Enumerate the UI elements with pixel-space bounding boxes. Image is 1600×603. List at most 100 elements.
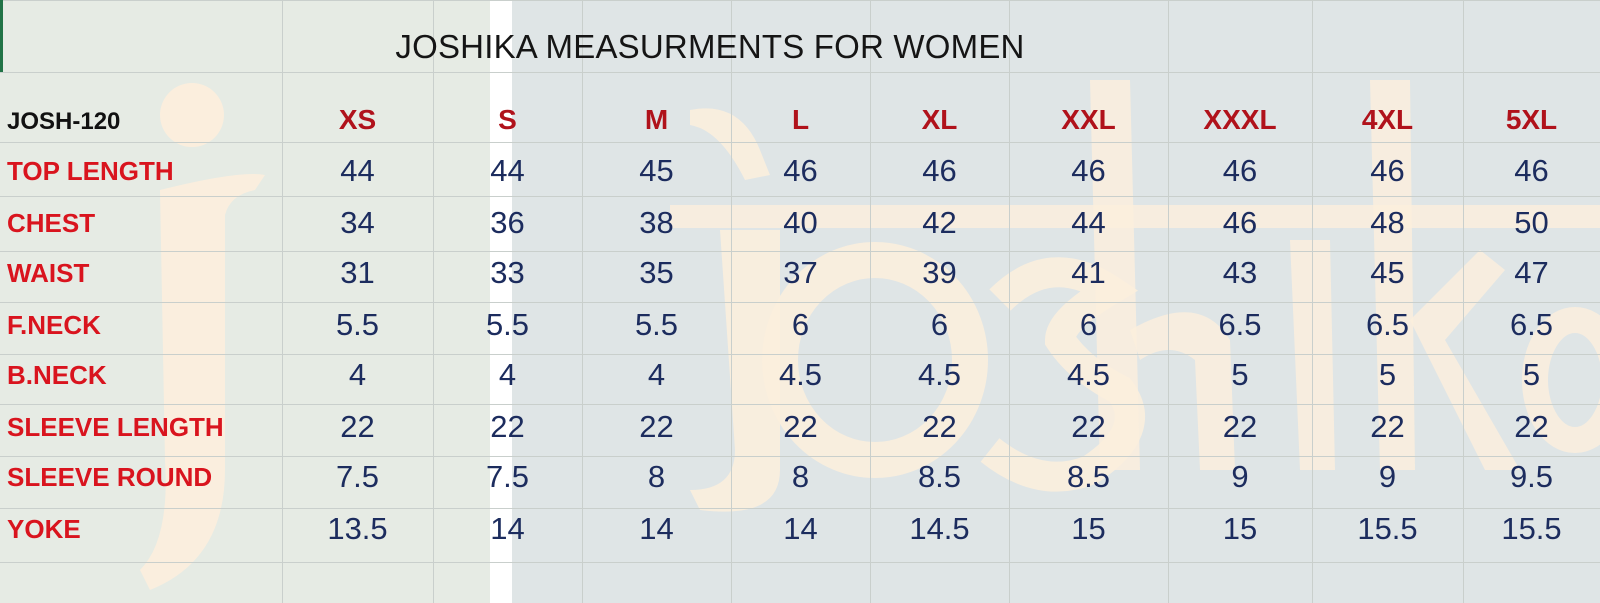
cell-b-neck-xxxl[interactable]: 5: [1231, 357, 1249, 392]
grid-line: [870, 0, 871, 603]
cell-sleeve-length-s[interactable]: 22: [490, 409, 525, 444]
cell-chest-s[interactable]: 36: [490, 205, 525, 240]
row-label-top-length[interactable]: TOP LENGTH: [7, 155, 174, 186]
grid-line: [0, 142, 1600, 143]
cell-chest-xxxl[interactable]: 46: [1222, 205, 1258, 240]
cell-b-neck-4xl[interactable]: 5: [1378, 357, 1397, 392]
cell-top-length-4xl[interactable]: 46: [1370, 153, 1405, 188]
grid-line: [1009, 0, 1010, 603]
cell-top-length-s[interactable]: 44: [490, 153, 525, 188]
cell-sleeve-round-5xl[interactable]: 9.5: [1509, 459, 1554, 494]
cell-top-length-5xl[interactable]: 46: [1514, 153, 1549, 188]
cell-waist-xs[interactable]: 31: [340, 255, 375, 290]
cell-waist-xxxl[interactable]: 43: [1222, 255, 1258, 290]
cell-f-neck-s[interactable]: 5.5: [485, 307, 530, 342]
cell-yoke-xs[interactable]: 13.5: [327, 511, 388, 546]
product-code[interactable]: JOSH-120: [7, 108, 121, 135]
cell-sleeve-length-xxl[interactable]: 22: [1071, 409, 1106, 444]
cell-chest-xxl[interactable]: 44: [1071, 205, 1106, 240]
cell-yoke-l[interactable]: 14: [783, 511, 818, 546]
cell-chest-xs[interactable]: 34: [340, 205, 375, 240]
grid-line: [0, 302, 1600, 303]
cell-sleeve-length-m[interactable]: 22: [639, 409, 674, 444]
cell-chest-5xl[interactable]: 50: [1514, 205, 1549, 240]
size-header-xs[interactable]: XS: [338, 104, 377, 135]
cell-top-length-m[interactable]: 45: [639, 153, 674, 188]
cell-sleeve-round-xl[interactable]: 8.5: [917, 459, 962, 494]
cell-yoke-5xl[interactable]: 15.5: [1501, 511, 1562, 546]
cell-f-neck-l[interactable]: 6: [791, 307, 810, 342]
cell-waist-xl[interactable]: 39: [922, 255, 957, 290]
cell-f-neck-xxl[interactable]: 6: [1079, 307, 1098, 342]
cell-sleeve-round-m[interactable]: 8: [647, 459, 666, 494]
size-header-4xl[interactable]: 4XL: [1361, 104, 1414, 135]
size-header-m[interactable]: M: [644, 104, 669, 135]
cell-yoke-xxxl[interactable]: 15: [1222, 511, 1258, 546]
cell-waist-l[interactable]: 37: [783, 255, 818, 290]
cell-f-neck-xxxl[interactable]: 6.5: [1218, 307, 1262, 342]
size-header-xxxl[interactable]: XXXL: [1203, 104, 1277, 135]
sheet-title: JOSHIKA MEASURMENTS FOR WOMEN: [395, 28, 1025, 65]
cell-b-neck-5xl[interactable]: 5: [1522, 357, 1541, 392]
cell-top-length-l[interactable]: 46: [783, 153, 818, 188]
cell-f-neck-4xl[interactable]: 6.5: [1365, 307, 1410, 342]
cell-sleeve-round-l[interactable]: 8: [791, 459, 810, 494]
cell-waist-4xl[interactable]: 45: [1370, 255, 1405, 290]
cell-sleeve-length-xs[interactable]: 22: [340, 409, 375, 444]
cell-f-neck-m[interactable]: 5.5: [634, 307, 679, 342]
cell-waist-s[interactable]: 33: [490, 255, 525, 290]
cell-chest-m[interactable]: 38: [639, 205, 674, 240]
cell-b-neck-l[interactable]: 4.5: [778, 357, 823, 392]
cell-f-neck-xl[interactable]: 6: [930, 307, 949, 342]
cell-chest-4xl[interactable]: 48: [1370, 205, 1405, 240]
cell-yoke-m[interactable]: 14: [639, 511, 674, 546]
cell-top-length-xxl[interactable]: 46: [1071, 153, 1106, 188]
cell-f-neck-5xl[interactable]: 6.5: [1509, 307, 1554, 342]
cell-waist-5xl[interactable]: 47: [1514, 255, 1549, 290]
cell-waist-m[interactable]: 35: [639, 255, 674, 290]
cell-sleeve-round-xs[interactable]: 7.5: [335, 459, 380, 494]
cell-sleeve-length-4xl[interactable]: 22: [1370, 409, 1405, 444]
cell-top-length-xl[interactable]: 46: [922, 153, 957, 188]
grid-line: [0, 0, 1600, 1]
row-label-yoke[interactable]: YOKE: [7, 513, 81, 544]
cell-b-neck-m[interactable]: 4: [647, 357, 666, 392]
cell-chest-l[interactable]: 40: [783, 205, 818, 240]
cell-sleeve-round-s[interactable]: 7.5: [485, 459, 530, 494]
cell-yoke-xxl[interactable]: 15: [1071, 511, 1106, 546]
cell-top-length-xxxl[interactable]: 46: [1222, 153, 1258, 188]
cell-b-neck-s[interactable]: 4: [498, 357, 517, 392]
row-label-waist[interactable]: WAIST: [7, 257, 90, 288]
cell-b-neck-xs[interactable]: 4: [348, 357, 367, 392]
row-label-sleeve-round[interactable]: SLEEVE ROUND: [7, 461, 213, 492]
cell-f-neck-xs[interactable]: 5.5: [335, 307, 380, 342]
cell-waist-xxl[interactable]: 41: [1071, 255, 1106, 290]
cell-chest-xl[interactable]: 42: [922, 205, 957, 240]
cell-yoke-s[interactable]: 14: [490, 511, 525, 546]
cell-sleeve-round-xxl[interactable]: 8.5: [1066, 459, 1111, 494]
cell-yoke-xl[interactable]: 14.5: [909, 511, 970, 546]
cell-b-neck-xl[interactable]: 4.5: [917, 357, 962, 392]
cell-yoke-4xl[interactable]: 15.5: [1357, 511, 1418, 546]
cell-sleeve-length-5xl[interactable]: 22: [1514, 409, 1549, 444]
row-label-b-neck[interactable]: B.NECK: [7, 359, 107, 390]
row-label-f-neck[interactable]: F.NECK: [7, 309, 101, 340]
size-header-xl[interactable]: XL: [921, 104, 958, 135]
size-header-l[interactable]: L: [791, 104, 810, 135]
cell-sleeve-round-4xl[interactable]: 9: [1378, 459, 1397, 494]
cell-b-neck-xxl[interactable]: 4.5: [1066, 357, 1111, 392]
background-right-panel: [512, 0, 1600, 603]
size-header-xxl[interactable]: XXL: [1061, 104, 1116, 135]
cell-sleeve-round-xxxl[interactable]: 9: [1231, 459, 1249, 494]
row-label-sleeve-length[interactable]: SLEEVE LENGTH: [7, 411, 224, 442]
grid-line: [0, 508, 1600, 509]
row-label-chest[interactable]: CHEST: [7, 207, 96, 238]
size-header-5xl[interactable]: 5XL: [1505, 104, 1558, 135]
size-header-s[interactable]: S: [498, 104, 517, 135]
grid-line: [0, 354, 1600, 355]
cell-sleeve-length-l[interactable]: 22: [783, 409, 818, 444]
cell-sleeve-length-xl[interactable]: 22: [922, 409, 957, 444]
cell-top-length-xs[interactable]: 44: [340, 153, 375, 188]
cell-sleeve-length-xxxl[interactable]: 22: [1222, 409, 1258, 444]
